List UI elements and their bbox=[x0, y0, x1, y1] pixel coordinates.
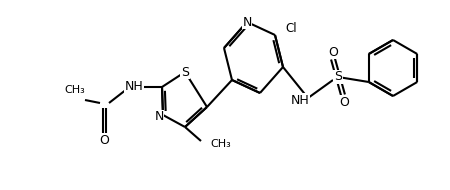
Text: CH₃: CH₃ bbox=[65, 85, 86, 95]
Text: NH: NH bbox=[125, 81, 144, 93]
Text: Cl: Cl bbox=[285, 21, 297, 35]
Text: CH₃: CH₃ bbox=[210, 139, 231, 149]
Text: O: O bbox=[328, 45, 338, 59]
Text: S: S bbox=[181, 66, 189, 78]
Text: S: S bbox=[334, 70, 342, 83]
Text: NH: NH bbox=[291, 93, 310, 107]
Text: N: N bbox=[242, 16, 252, 28]
Text: O: O bbox=[99, 135, 109, 147]
Text: N: N bbox=[154, 111, 164, 124]
Text: O: O bbox=[339, 96, 349, 108]
